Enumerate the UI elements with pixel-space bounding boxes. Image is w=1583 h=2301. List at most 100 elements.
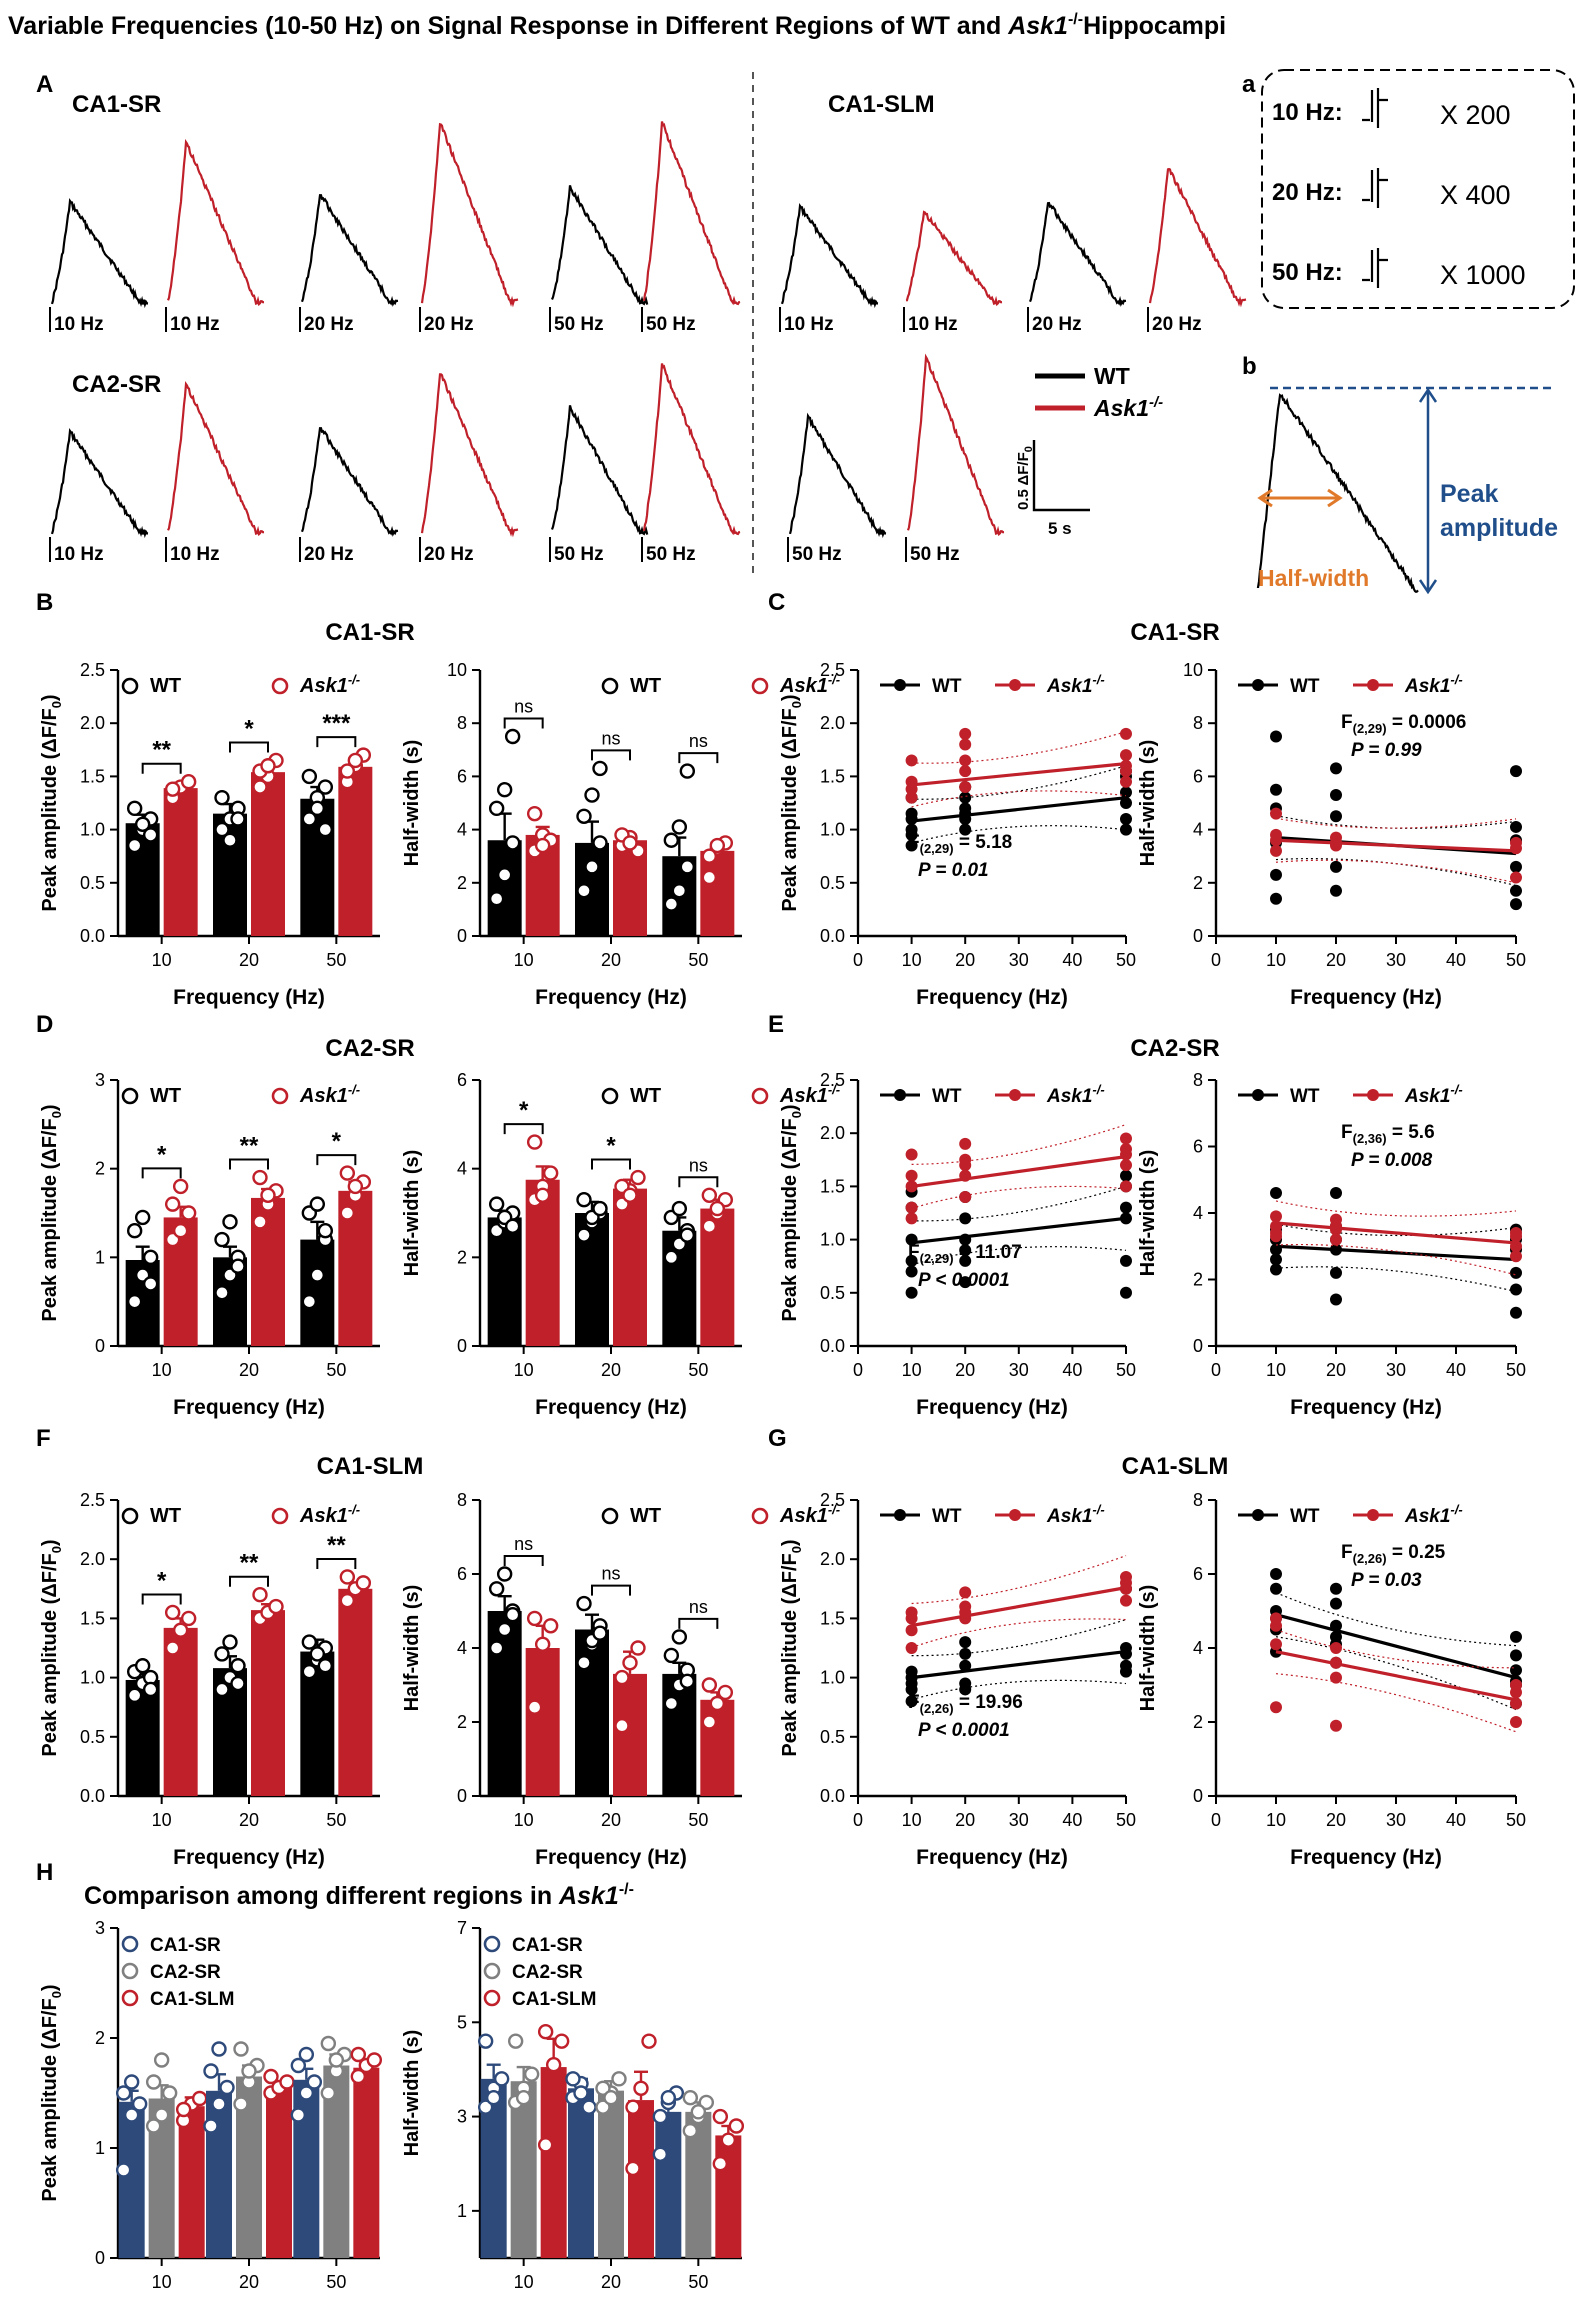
chart-g-hw-xtick-label-2: 20 bbox=[1326, 1810, 1346, 1830]
chart-e-amp-ci-upper-0 bbox=[911, 1185, 1127, 1222]
figure-title: Variable Frequencies (10-50 Hz) on Signa… bbox=[8, 11, 1226, 40]
chart-b-amp-point-1-1-4 bbox=[260, 758, 276, 774]
chart-h-hw-point-2-2-0 bbox=[712, 2156, 729, 2172]
chart-d-amp-point-1-1-0 bbox=[252, 1214, 268, 1230]
chart-b-hw-xtick-label-1: 20 bbox=[601, 950, 621, 970]
chart-h-hw-point-2-1-3 bbox=[625, 2099, 641, 2115]
chart-e-amp-stat-f-letter: F bbox=[908, 1242, 920, 1263]
chart-h-hw-point-1-2-3 bbox=[682, 2090, 699, 2106]
chart-c-amp-legend-marker-0 bbox=[894, 679, 906, 691]
chart-d-hw-sig-bracket-0 bbox=[503, 1123, 544, 1135]
chart-c-hw-ytick-label-4: 8 bbox=[1193, 713, 1203, 733]
chart-f-amp-point-1-0-2 bbox=[180, 1610, 197, 1627]
chart-d-hw-ytick-label-3: 6 bbox=[457, 1070, 467, 1090]
chart-f-hw-xlabel: Frequency (Hz) bbox=[535, 1846, 687, 1869]
peak-label-1: Peak bbox=[1440, 480, 1498, 508]
chart-c-amp-stat-f: F(2,29) = 5.18 bbox=[908, 832, 1012, 856]
chart-d-amp-sig-label-0: * bbox=[157, 1141, 167, 1168]
chart-b-amp-point-0-0-0 bbox=[126, 837, 143, 854]
chart-d-hw-point-1-2-0 bbox=[701, 1218, 718, 1235]
chart-e-hw-point-1-11 bbox=[1510, 1226, 1522, 1239]
chart-f-hw-ytick-label-4: 8 bbox=[457, 1490, 467, 1510]
chart-g-hw-stat-f-value: = 0.25 bbox=[1387, 1542, 1446, 1563]
chart-b-hw-xtick-label-2: 50 bbox=[688, 950, 708, 970]
chart-d-amp-point-0-0-0 bbox=[126, 1293, 143, 1310]
chart-c-amp-xtick-label-3: 30 bbox=[1009, 950, 1029, 970]
chart-g-amp-point-1-1 bbox=[905, 1624, 918, 1637]
chart-c-hw-point-0-6 bbox=[1330, 884, 1342, 897]
chart-h-amp-bar-2-1 bbox=[266, 2087, 292, 2258]
chart-e-hw-point-1-2 bbox=[1270, 1210, 1282, 1223]
chart-e-amp-ytick-label-1: 0.5 bbox=[820, 1283, 845, 1303]
chart-c-hw-legend-marker-1 bbox=[1367, 679, 1379, 691]
chart-c-amp-point-0-2 bbox=[905, 823, 918, 836]
chart-f-amp-xtick-label-0: 10 bbox=[152, 1810, 172, 1830]
chart-g-hw-xtick-label-3: 30 bbox=[1386, 1810, 1406, 1830]
chart-g-amp-legend-gene: Ask1 bbox=[1046, 1506, 1092, 1527]
trace-ca1sr-4 bbox=[550, 185, 649, 306]
chart-h-hw-legend-marker-2 bbox=[483, 1989, 501, 2007]
chart-f-amp-point-0-1-3 bbox=[214, 1646, 230, 1662]
title-sup: -/- bbox=[1068, 11, 1083, 28]
chart-f-hw-point-1-0-3 bbox=[526, 1610, 543, 1627]
panel-h-title-sup: -/- bbox=[619, 1881, 634, 1898]
chart-d-amp-point-1-0-4 bbox=[172, 1178, 189, 1195]
chart-c-amp-point-1-8 bbox=[959, 727, 972, 740]
panel-letter-G: G bbox=[768, 1425, 787, 1452]
chart-e-amp-ci-lower-1 bbox=[911, 1185, 1127, 1209]
chart-f-amp-point-1-0-3 bbox=[164, 1604, 181, 1621]
chart-e-amp-point-0-1 bbox=[905, 1265, 918, 1278]
chart-d-hw-bar-0-0 bbox=[487, 1217, 522, 1346]
chart-b-hw-point-0-1-2 bbox=[592, 835, 608, 851]
schematic-trace bbox=[1256, 393, 1419, 594]
chart-c-hw-stat-f-value: = 0.0006 bbox=[1387, 712, 1467, 733]
chart-c-amp-legend-marker-1 bbox=[1009, 679, 1021, 691]
chart-f-hw-ytick-label-3: 6 bbox=[457, 1564, 467, 1584]
chart-g-amp-point-1-8 bbox=[1120, 1594, 1132, 1607]
chart-f-amp-legend-text-0: WT bbox=[150, 1505, 181, 1527]
chart-d-hw-legend-text-0: WT bbox=[630, 1085, 661, 1107]
chart-b-hw-ytick-label-3: 6 bbox=[457, 766, 467, 786]
chart-c-amp-point-1-2 bbox=[905, 775, 918, 788]
chart-b-amp-point-0-2-2 bbox=[317, 779, 334, 795]
chart-g-hw-legend-sup: -/- bbox=[1450, 1502, 1462, 1517]
chart-f-amp-xtick-label-2: 50 bbox=[326, 1810, 346, 1830]
chart-h-amp-bar-0-2 bbox=[293, 2079, 320, 2258]
chart-c-amp-xtick-label-2: 20 bbox=[955, 950, 975, 970]
chart-e-amp-legend-sup: -/- bbox=[1092, 1082, 1104, 1097]
chart-b-amp-point-1-2-3 bbox=[339, 763, 356, 779]
chart-h-amp-bar-2-0 bbox=[178, 2106, 205, 2258]
chart-c-amp-ylabel-main: Peak amplitude (ΔF/F bbox=[779, 708, 801, 911]
chart-c-hw-ytick-label-1: 2 bbox=[1193, 873, 1203, 893]
chart-e-hw-ci-lower-0 bbox=[1275, 1266, 1517, 1293]
chart-e-amp-point-0-12 bbox=[1120, 1286, 1132, 1299]
chart-f-hw-sig-bracket-2 bbox=[678, 1617, 719, 1629]
chart-d-amp-xlabel: Frequency (Hz) bbox=[173, 1396, 325, 1419]
chart-d-amp-legend-sup: -/- bbox=[348, 1082, 360, 1097]
chart-b-amp-xtick-label-1: 20 bbox=[239, 950, 259, 970]
chart-h-amp-point-2-2-2 bbox=[366, 2052, 383, 2068]
chart-b-hw-ylabel: Half-width (s) bbox=[401, 740, 423, 867]
chart-c-hw-point-0-16 bbox=[1510, 820, 1522, 833]
chart-c-amp-ytick-label-3: 1.5 bbox=[820, 766, 845, 786]
chart-h-amp-legend-marker-1 bbox=[121, 1962, 139, 1980]
trace-ca2sr-4 bbox=[550, 405, 649, 536]
chart-d-hw-point-1-2-4 bbox=[709, 1200, 726, 1217]
chart-d-amp-point-1-0-2 bbox=[180, 1205, 197, 1221]
chart-g-amp-xtick-label-0: 0 bbox=[853, 1810, 863, 1830]
chart-f-amp-sig-label-1: ** bbox=[240, 1550, 259, 1577]
chart-b-amp-ylabel-close: ) bbox=[39, 694, 61, 701]
chart-d-amp-point-0-0-4 bbox=[134, 1209, 151, 1226]
chart-b-amp-title: CA1-SR bbox=[325, 619, 414, 646]
figure-header: Variable Frequencies (10-50 Hz) on Signa… bbox=[8, 11, 1226, 40]
chart-f-hw-point-0-1-0 bbox=[576, 1655, 592, 1671]
chart-e-amp-ytick-label-5: 2.5 bbox=[820, 1070, 845, 1090]
chart-h-amp-point-1-0-2 bbox=[161, 2085, 178, 2101]
chart-c-amp-point-1-0 bbox=[905, 791, 918, 804]
chart-b-hw-sig-bracket-1 bbox=[591, 749, 631, 761]
chart-h-amp-point-1-2-0 bbox=[320, 2085, 337, 2101]
chart-e-hw-point-0-8 bbox=[1330, 1243, 1342, 1256]
chart-h-amp-legend-text-1: CA2-SR bbox=[150, 1962, 221, 1983]
chart-g-hw-point-0-16 bbox=[1510, 1630, 1522, 1643]
chart-d-amp-title: CA2-SR bbox=[325, 1035, 414, 1062]
